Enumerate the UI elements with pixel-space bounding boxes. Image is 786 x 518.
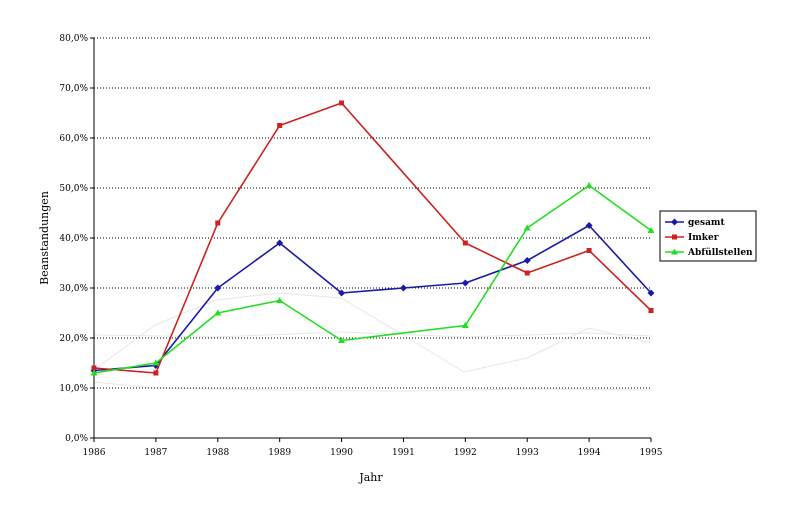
y-tick-label: 80,0% (59, 34, 88, 44)
data-point-Imker (339, 100, 345, 106)
data-point-Imker (462, 240, 468, 246)
series-line-gesamt (93, 224, 652, 372)
x-tick-label: 1994 (578, 448, 601, 458)
legend-marker (672, 234, 677, 240)
series-gesamt (90, 222, 655, 374)
x-tick-label: 1987 (144, 448, 167, 458)
x-tick-label: 1992 (454, 448, 477, 458)
data-point-Abfüllstellen (90, 369, 98, 376)
series-Abfüllstellen (90, 182, 655, 376)
legend-item-gesamt: gesamt (665, 218, 725, 228)
data-point-Imker (153, 370, 159, 376)
faint-trace-0 (93, 292, 652, 373)
x-tick-label: 1993 (516, 448, 539, 458)
y-axis-title: Beanstandungen (38, 191, 51, 285)
data-point-gesamt (276, 239, 284, 247)
data-point-Imker (91, 365, 97, 371)
y-tick-label: 40,0% (59, 234, 88, 244)
faint-trace-2 (93, 381, 652, 392)
series-group (90, 100, 655, 376)
y-tick-label: 0,0% (65, 434, 88, 444)
data-point-Imker (277, 123, 283, 128)
y-tick-label: 60,0% (59, 134, 88, 144)
data-point-gesamt (585, 222, 593, 229)
x-tick-label: 1988 (206, 448, 229, 458)
x-tick-label: 1995 (640, 448, 663, 458)
data-point-gesamt (338, 289, 346, 297)
x-axis-title: Jahr (358, 471, 383, 484)
x-tick-labels: 1986 1987 1988 1989 1990 1991 1992 1993 1994 1995 (83, 438, 663, 458)
legend-marker (671, 218, 678, 226)
legend-marker (671, 248, 678, 255)
data-point-gesamt (647, 289, 655, 297)
gridlines (94, 37, 651, 389)
data-point-Abfüllstellen (461, 322, 469, 328)
faint-background-lines (93, 292, 652, 392)
y-tick-label: 10,0% (59, 384, 88, 394)
y-tick-label: 50,0% (59, 184, 88, 194)
x-tick-label: 1989 (268, 448, 291, 458)
data-point-Abfüllstellen (276, 297, 284, 303)
y-tick-label: 30,0% (59, 284, 88, 294)
data-point-Abfüllstellen (585, 182, 593, 188)
data-point-Imker (524, 270, 530, 276)
legend-label: Abfüllstellen (687, 247, 753, 258)
data-point-Abfüllstellen (338, 337, 346, 343)
y-tick-label: 70,0% (59, 84, 88, 94)
faint-trace-1 (93, 331, 652, 338)
data-point-Imker (648, 308, 654, 313)
data-point-Imker (215, 220, 221, 226)
legend-item-Imker: Imker (665, 233, 719, 243)
data-point-Abfüllstellen (152, 359, 160, 366)
data-point-gesamt (461, 279, 469, 287)
legend-item-Abfüllstellen: Abfüllstellen (665, 247, 753, 258)
data-point-Imker (586, 248, 592, 253)
series-Imker (91, 100, 654, 376)
y-tick-label: 20,0% (59, 334, 88, 344)
series-line-Abfüllstellen (93, 184, 652, 374)
x-tick-label: 1990 (330, 448, 353, 458)
legend-label: Imker (688, 233, 719, 243)
data-point-Abfüllstellen (523, 224, 531, 231)
data-point-Abfüllstellen (647, 227, 655, 233)
data-point-gesamt (523, 257, 531, 264)
legend: gesamt Imker Abfüllstellen (659, 210, 757, 262)
x-tick-label: 1991 (392, 448, 415, 458)
legend-label: gesamt (688, 218, 725, 228)
y-tick-labels: 0,0% 10,0% 20,0% 30,0% 40,0% 50,0% 60,0% 70,0% 8… (59, 34, 94, 444)
data-point-gesamt (399, 284, 407, 292)
data-point-Abfüllstellen (214, 309, 222, 316)
data-point-gesamt (214, 284, 222, 292)
x-tick-label: 1986 (83, 448, 106, 458)
